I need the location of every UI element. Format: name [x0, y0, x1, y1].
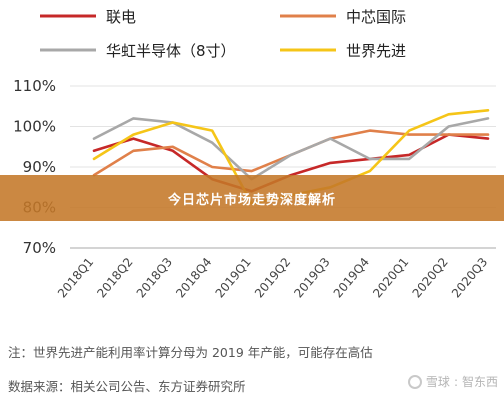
x-tick-label-0: 2018Q1	[55, 255, 96, 300]
watermark-author: 智东西	[461, 375, 498, 389]
watermark: 雪球 : 智东西	[407, 373, 498, 390]
data-source: 数据来源：相关公司公告、东方证券研究所	[8, 379, 246, 394]
series-line-1	[92, 129, 490, 177]
x-tick-label-9: 2020Q2	[410, 255, 451, 300]
x-tick-label-2: 2018Q3	[134, 255, 175, 300]
watermark-brand: 雪球	[425, 375, 450, 389]
watermark-separator: :	[453, 374, 458, 389]
grid	[70, 85, 496, 249]
y-tick-label-1: 100%	[13, 118, 56, 136]
legend-label-2: 华虹半导体（8寸）	[106, 42, 236, 60]
x-tick-label-6: 2019Q3	[291, 255, 332, 300]
x-axis-ticks: 2018Q12018Q22018Q32018Q42019Q12019Q22019…	[55, 255, 490, 300]
legend-label-3: 世界先进	[346, 42, 406, 60]
x-tick-label-3: 2018Q4	[173, 255, 214, 300]
x-tick-label-1: 2018Q2	[94, 255, 135, 300]
y-tick-label-2: 90%	[23, 158, 56, 176]
legend-label-1: 中芯国际	[346, 8, 406, 26]
x-tick-label-4: 2019Q1	[213, 255, 254, 300]
y-tick-label-4: 70%	[23, 239, 56, 257]
series-line-2	[92, 117, 490, 181]
footnote: 注：世界先进产能利用率计算分母为 2019 年产能，可能存在高估	[8, 345, 373, 360]
banner-title: 今日芯片市场走势深度解析	[167, 192, 336, 208]
x-tick-label-7: 2019Q4	[331, 255, 372, 300]
snowball-logo-icon	[407, 374, 422, 389]
legend-label-0: 联电	[106, 8, 136, 26]
series-lines	[92, 109, 490, 205]
x-tick-label-10: 2020Q3	[449, 255, 490, 300]
headline-banner: 今日芯片市场走势深度解析	[0, 175, 504, 221]
y-tick-label-0: 110%	[13, 77, 56, 95]
y-axis-ticks: 110%100%90%80%70%	[13, 77, 56, 257]
x-tick-label-8: 2020Q1	[370, 255, 411, 300]
x-tick-label-5: 2019Q2	[252, 255, 293, 300]
